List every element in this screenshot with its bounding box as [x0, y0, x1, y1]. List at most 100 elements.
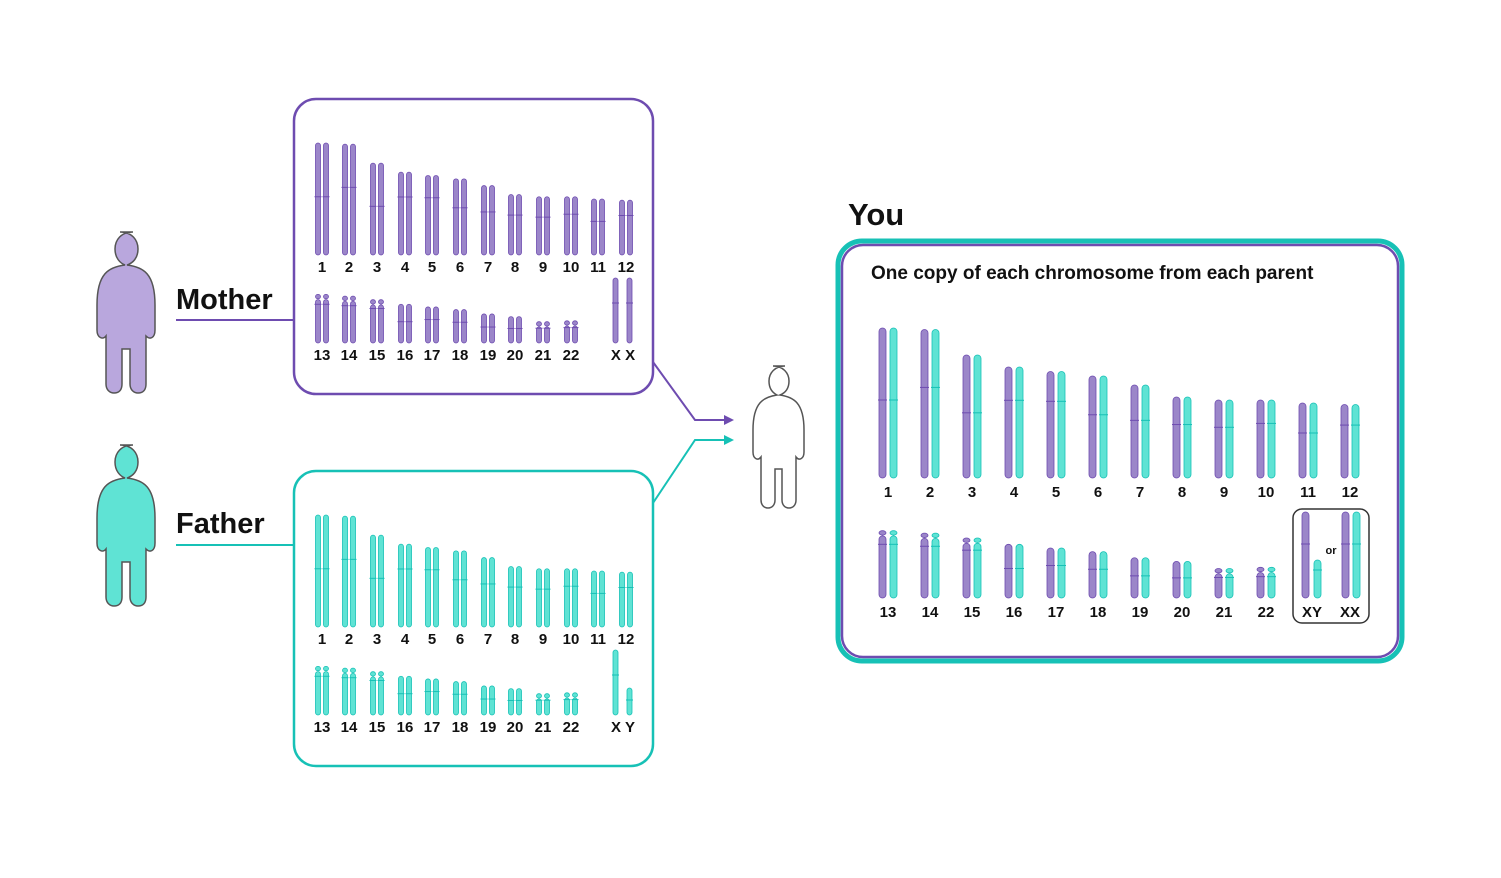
chromatid — [323, 293, 329, 344]
chromatid — [973, 537, 982, 599]
chromosome-number: 13 — [314, 347, 331, 364]
chromatid — [323, 142, 329, 256]
chromatid — [627, 571, 633, 628]
chromosome-number: 8 — [511, 631, 519, 648]
chromatid — [508, 194, 514, 256]
chromatid — [1256, 399, 1265, 479]
you-label: You — [848, 197, 905, 232]
chromosome-number: 22 — [563, 719, 580, 736]
chromatid — [1183, 561, 1192, 599]
chromatid — [378, 671, 384, 716]
chromatid — [1141, 557, 1150, 599]
chromosome-number: 1 — [884, 484, 892, 501]
chromatid — [1015, 543, 1024, 599]
chromatid — [878, 327, 887, 479]
chromatid — [406, 303, 412, 344]
chromatid — [1088, 551, 1097, 599]
chromatid — [1298, 402, 1307, 479]
chromatid — [889, 327, 898, 479]
chromatid — [425, 306, 431, 344]
chromatid — [461, 681, 467, 716]
chromosome-number: 2 — [345, 259, 353, 276]
chromatid — [544, 196, 550, 256]
chromatid — [1015, 366, 1024, 479]
chromatid — [508, 688, 514, 716]
chromatid — [1225, 568, 1234, 599]
chromatid — [536, 321, 542, 344]
chromatid — [1256, 566, 1265, 599]
chromosome-number: 10 — [563, 631, 580, 648]
sex-chromosome-inset — [1292, 508, 1370, 624]
chromosome-number: 20 — [1174, 604, 1191, 621]
chromosome-number: 12 — [618, 259, 635, 276]
chromatid — [315, 293, 321, 344]
chromatid — [626, 277, 633, 344]
chromatid — [544, 693, 550, 716]
chromosome-number: 4 — [401, 259, 410, 276]
chromatid — [489, 185, 495, 256]
chromatid — [572, 568, 578, 628]
chromatid — [461, 550, 467, 628]
chromosome-number: 18 — [1090, 604, 1107, 621]
chromosome-number: 11 — [590, 259, 606, 276]
chromatid — [433, 306, 439, 344]
chromosome-number: 20 — [507, 347, 524, 364]
chromatid — [350, 515, 356, 628]
chromatid — [315, 665, 321, 716]
chromatid — [378, 299, 384, 344]
chromosome-number: 14 — [922, 604, 939, 621]
chromatid — [433, 175, 439, 256]
chromatid — [406, 675, 412, 716]
chromatid — [572, 196, 578, 256]
chromatid — [481, 185, 487, 256]
chromosome-number: 4 — [401, 631, 410, 648]
chromosome-number: 19 — [1132, 604, 1149, 621]
chromosome-number: 15 — [369, 719, 386, 736]
chromosome-number: 1 — [318, 259, 326, 276]
you-subtitle: One copy of each chromosome from each pa… — [871, 263, 1314, 284]
chromatid — [378, 534, 384, 628]
chromosome-number: 7 — [484, 631, 492, 648]
chromatid — [612, 649, 619, 716]
person-child-icon — [752, 365, 805, 509]
chromatid — [619, 571, 625, 628]
chromatid — [920, 329, 929, 479]
chromatid — [508, 316, 514, 344]
chromatid — [878, 530, 887, 599]
chromatid — [1057, 371, 1066, 479]
chromosome-number: 20 — [507, 719, 524, 736]
chromatid — [406, 171, 412, 256]
chromatid — [591, 198, 597, 256]
chromosome-number: 7 — [1136, 484, 1144, 501]
chromatid — [323, 665, 329, 716]
chromatid — [1214, 399, 1223, 479]
chromatid — [350, 295, 356, 344]
chromatid — [481, 313, 487, 344]
chromatid — [889, 530, 898, 599]
chromatid — [544, 568, 550, 628]
chromosome-number: 22 — [563, 347, 580, 364]
chromatid — [619, 199, 625, 256]
chromatid — [1099, 375, 1108, 479]
chromatid — [516, 194, 522, 256]
chromatid — [315, 514, 321, 628]
chromatid — [481, 557, 487, 628]
chromatid — [1340, 404, 1349, 479]
chromosome-layer — [314, 142, 1361, 716]
chromosome-number: 16 — [1006, 604, 1023, 621]
chromatid — [516, 688, 522, 716]
chromosome-number: 5 — [428, 259, 436, 276]
chromatid — [920, 532, 929, 599]
chromatid — [544, 321, 550, 344]
chromosome-number: 5 — [1052, 484, 1060, 501]
chromosome-number: 2 — [926, 484, 934, 501]
chromatid — [370, 162, 376, 256]
chromatid — [599, 198, 605, 256]
chromosome-number: 10 — [1258, 484, 1275, 501]
chromatid — [406, 543, 412, 628]
chromosome-number: 15 — [964, 604, 981, 621]
chromatid — [489, 313, 495, 344]
chromatid — [398, 171, 404, 256]
chromatid — [962, 354, 971, 479]
chromosome-number: 1 — [318, 631, 326, 648]
